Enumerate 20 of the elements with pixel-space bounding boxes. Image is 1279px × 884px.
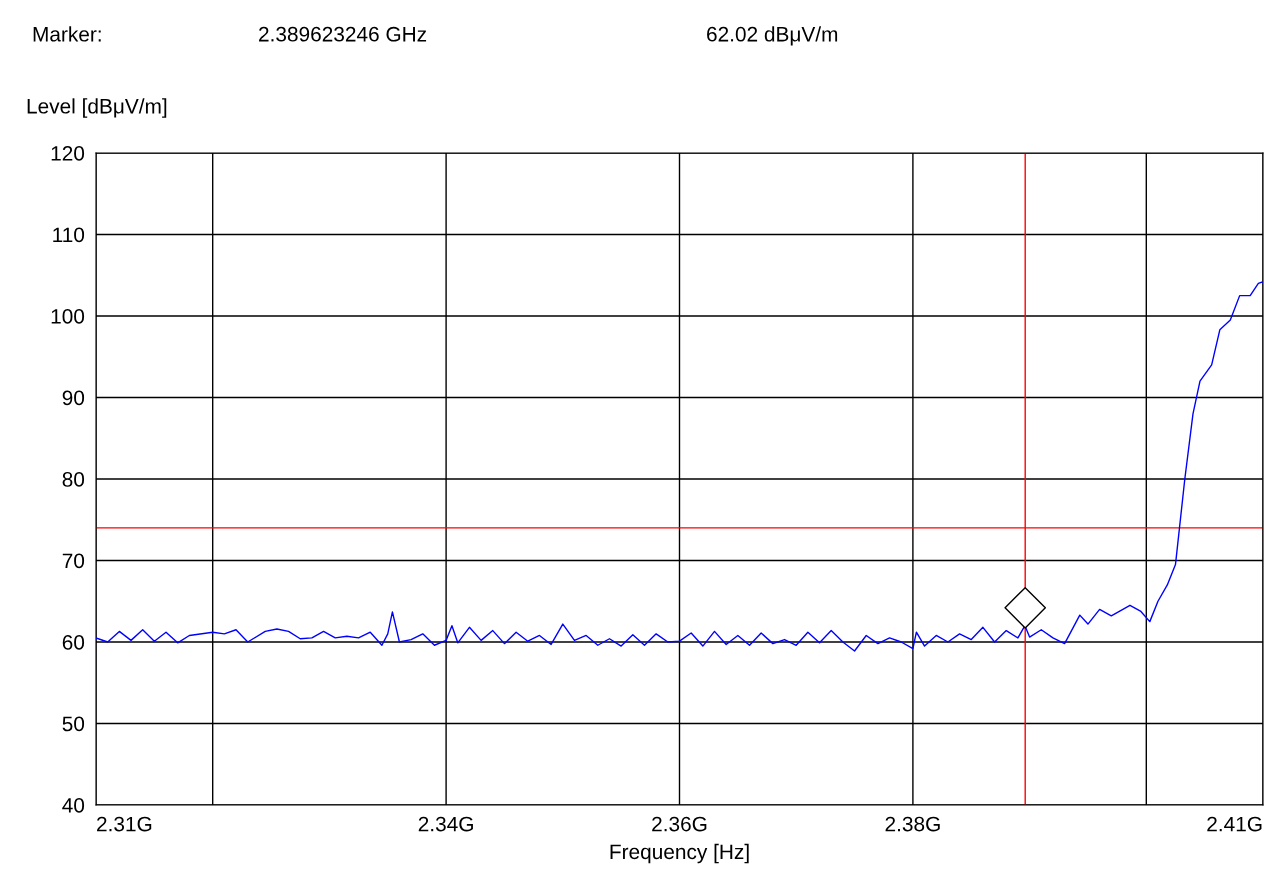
x-tick-label: 2.31G	[97, 816, 152, 832]
x-axis-title: Frequency [Hz]	[610, 843, 749, 864]
y-tick-label: 50	[62, 716, 85, 732]
y-tick-label: 100	[51, 309, 85, 324]
y-tick-label: 110	[53, 227, 85, 243]
y-tick-label: 80	[62, 472, 85, 487]
y-tick-label: 60	[62, 635, 85, 650]
text: Marker:	[33, 26, 101, 42]
y-tick-label: 90	[62, 390, 85, 406]
y-tick-label: 40	[62, 798, 85, 813]
line-series	[96, 281, 1263, 652]
y-tick-label: 120	[51, 146, 85, 161]
text: 2.389623246 GHz	[259, 26, 427, 42]
x-tick-label: 2.38G	[885, 816, 940, 832]
x-tick-label: 2.36G	[652, 816, 707, 832]
y-axis-title: Level [dBμV/m]	[27, 98, 167, 118]
text: 62.02 dBμV/m	[707, 26, 838, 46]
y-tick-label: 70	[62, 553, 85, 569]
x-tick-label: 2.41G	[1207, 816, 1262, 832]
x-tick-label: 2.34G	[418, 816, 473, 832]
